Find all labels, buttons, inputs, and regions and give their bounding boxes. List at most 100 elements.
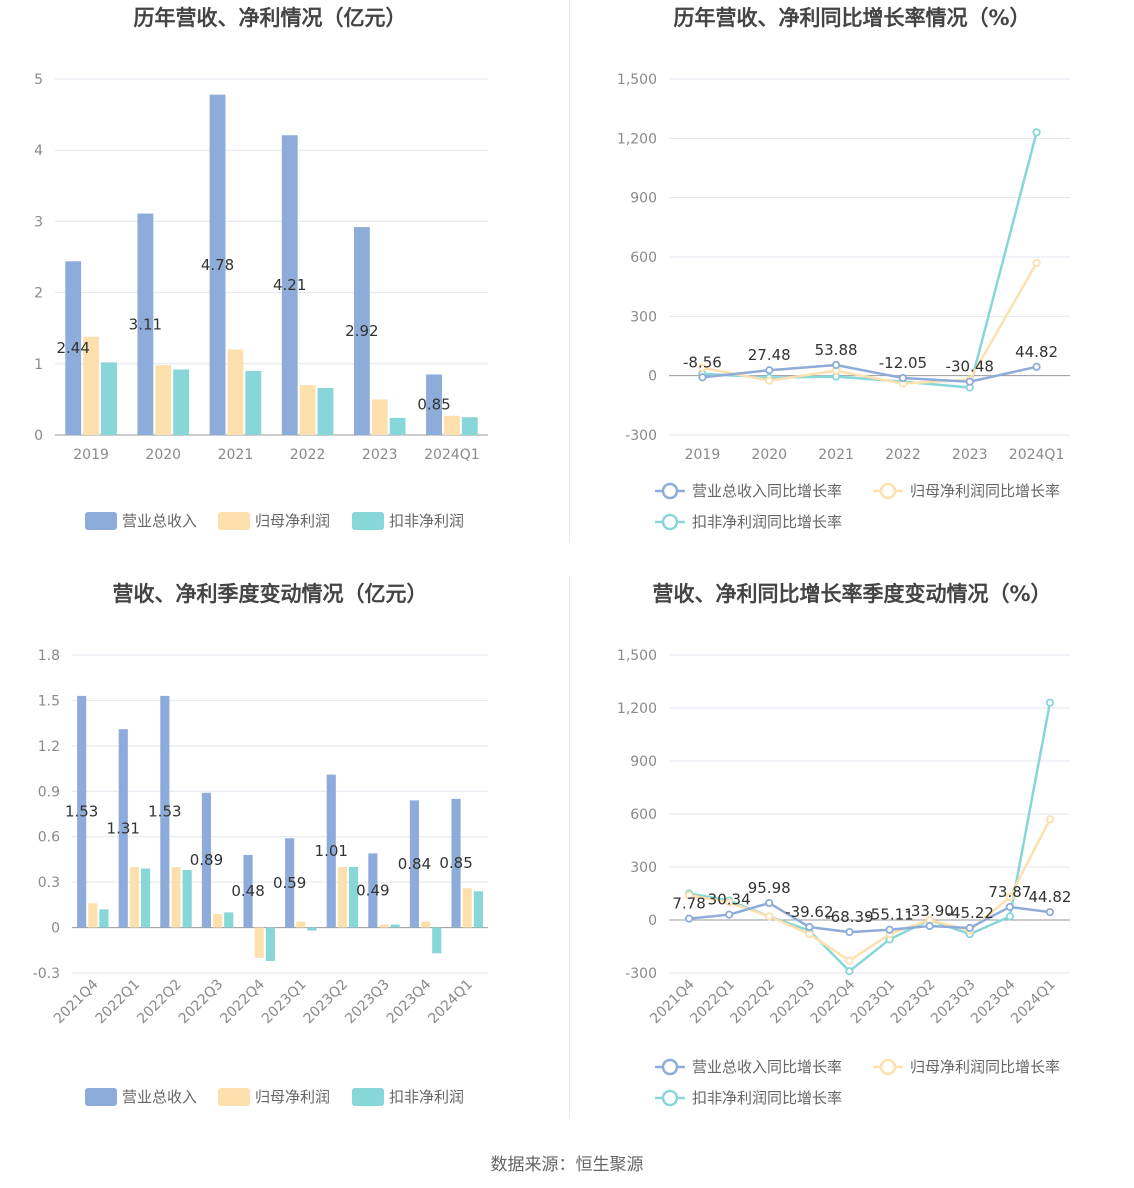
legend-label: 归母净利润 bbox=[255, 1088, 330, 1106]
bar-1 bbox=[368, 853, 378, 928]
bar-3 bbox=[432, 927, 442, 954]
bar-2 bbox=[88, 903, 98, 928]
divider-top bbox=[569, 0, 570, 542]
data-label: -30.48 bbox=[946, 358, 994, 376]
data-label: 27.48 bbox=[748, 346, 791, 364]
point-2 bbox=[1005, 892, 1014, 902]
point-1 bbox=[805, 922, 814, 932]
point-3 bbox=[845, 967, 854, 976]
data-label: 1.01 bbox=[315, 842, 348, 860]
x-tick-label: 2022 bbox=[290, 447, 326, 463]
legend-swatch bbox=[85, 512, 117, 530]
y-tick-label: 1,500 bbox=[617, 72, 657, 88]
bar-3 bbox=[140, 868, 151, 928]
data-label: -55.11 bbox=[865, 906, 913, 924]
x-tick-label: 2023 bbox=[952, 447, 988, 463]
data-label: 3.11 bbox=[129, 315, 162, 333]
bar-3 bbox=[307, 927, 317, 931]
chart-svg-quarterly-bar: 营收、净利季度变动情况（亿元） -0.3 0 0.3 0.6 0.9 1.2 1.5 1.8 20… bbox=[33, 582, 488, 1106]
y-tick-label: 1.8 bbox=[38, 648, 60, 664]
bar-2 bbox=[213, 913, 223, 928]
series-line-1 bbox=[702, 363, 1037, 383]
chart-title: 营收、净利季度变动情况（亿元） bbox=[113, 582, 428, 606]
x-tick-label: 2019 bbox=[685, 447, 721, 463]
data-label: 1.53 bbox=[65, 803, 98, 821]
data-label: 0.85 bbox=[439, 854, 472, 872]
data-label: 53.88 bbox=[815, 341, 858, 359]
x-tick-label: 2023Q3 bbox=[342, 977, 393, 1028]
x-tick-label: 2019 bbox=[73, 447, 109, 463]
x-tick-label: 2022Q4 bbox=[217, 976, 268, 1027]
point-1 bbox=[831, 360, 841, 370]
point-1 bbox=[845, 927, 854, 937]
data-label: 0.89 bbox=[190, 851, 223, 869]
legend-label: 营业总收入 bbox=[122, 1088, 197, 1106]
data-label: 2.92 bbox=[345, 322, 378, 340]
x-tick-label: 2020 bbox=[145, 447, 181, 463]
legend-swatch bbox=[218, 1088, 250, 1106]
y-tick-label: 0 bbox=[34, 428, 43, 444]
legend-swatch bbox=[352, 1088, 384, 1106]
bar-2 bbox=[299, 385, 316, 435]
point-1 bbox=[765, 898, 774, 908]
legend-label: 营业总收入 bbox=[122, 512, 197, 530]
chart-svg-annual-line: 历年营收、净利同比增长率情况（%） -300 0 300 600 900 1,200 1,50… bbox=[617, 6, 1070, 531]
data-label: 0.48 bbox=[231, 882, 264, 900]
y-tick-label: 0 bbox=[648, 369, 657, 385]
legend-label: 营业总收入同比增长率 bbox=[692, 1058, 842, 1076]
bar-2 bbox=[155, 365, 172, 435]
chart-annual-revenue-profit: 历年营收、净利情况（亿元） 0 1 2 3 4 5 2019 2020 2021 2022 2023 2… bbox=[0, 0, 567, 570]
legend-marker bbox=[879, 482, 897, 500]
chart-quarterly-revenue-profit: 营收、净利季度变动情况（亿元） -0.3 0 0.3 0.6 0.9 1.2 1.5 1.8 20… bbox=[0, 576, 567, 1146]
data-label: 1.53 bbox=[148, 803, 181, 821]
data-label: 0.59 bbox=[273, 874, 306, 892]
data-label: 0.49 bbox=[356, 881, 389, 899]
legend-marker bbox=[661, 1089, 679, 1107]
point-2 bbox=[765, 912, 774, 921]
point-2 bbox=[698, 363, 707, 372]
bar-2 bbox=[83, 336, 100, 435]
data-label: -8.56 bbox=[683, 353, 722, 371]
point-2 bbox=[765, 376, 774, 385]
x-tick-label: 2023 bbox=[362, 447, 398, 463]
data-label: -12.05 bbox=[879, 354, 927, 372]
bar-2 bbox=[443, 415, 460, 435]
bar-1 bbox=[160, 695, 170, 928]
y-tick-label: 4 bbox=[34, 143, 43, 159]
bar-1 bbox=[326, 774, 336, 928]
y-tick-label: 0.9 bbox=[38, 784, 60, 800]
data-label: 4.78 bbox=[201, 256, 234, 274]
point-2 bbox=[845, 956, 854, 965]
bar-1 bbox=[353, 227, 370, 435]
y-tick-label: -0.3 bbox=[33, 966, 60, 982]
bar-3 bbox=[317, 388, 334, 435]
data-label: 0.84 bbox=[398, 855, 431, 873]
bar-2 bbox=[129, 867, 139, 928]
bar-3 bbox=[389, 417, 406, 435]
point-2 bbox=[684, 891, 694, 900]
bar-3 bbox=[182, 870, 192, 928]
point-1 bbox=[765, 366, 774, 375]
legend-swatch bbox=[352, 512, 384, 530]
data-label: 95.98 bbox=[748, 879, 791, 897]
data-label: 2.44 bbox=[57, 339, 90, 357]
y-tick-label: 0.3 bbox=[38, 875, 60, 891]
bar-1 bbox=[118, 729, 128, 928]
bar-3 bbox=[99, 909, 109, 928]
bar-1 bbox=[65, 261, 82, 435]
bar-1 bbox=[209, 94, 226, 435]
point-3 bbox=[1005, 912, 1014, 921]
series-line-1 bbox=[688, 901, 1051, 934]
bar-2 bbox=[254, 927, 264, 958]
legend-label: 归母净利润 bbox=[255, 512, 330, 530]
data-label: 4.21 bbox=[273, 276, 306, 294]
bar-1 bbox=[281, 135, 298, 436]
point-1 bbox=[725, 910, 734, 919]
y-tick-label: 0 bbox=[648, 913, 657, 929]
data-source-note: 数据来源：恒生聚源 bbox=[490, 1155, 644, 1175]
data-label: -68.39 bbox=[825, 908, 873, 926]
chart-title: 历年营收、净利情况（亿元） bbox=[134, 6, 407, 30]
x-tick-label: 2024Q1 bbox=[1008, 977, 1059, 1028]
bar-3 bbox=[101, 362, 117, 435]
chart-svg-annual-bar: 历年营收、净利情况（亿元） 0 1 2 3 4 5 2019 2020 2021 2022 2023 2… bbox=[34, 6, 488, 530]
